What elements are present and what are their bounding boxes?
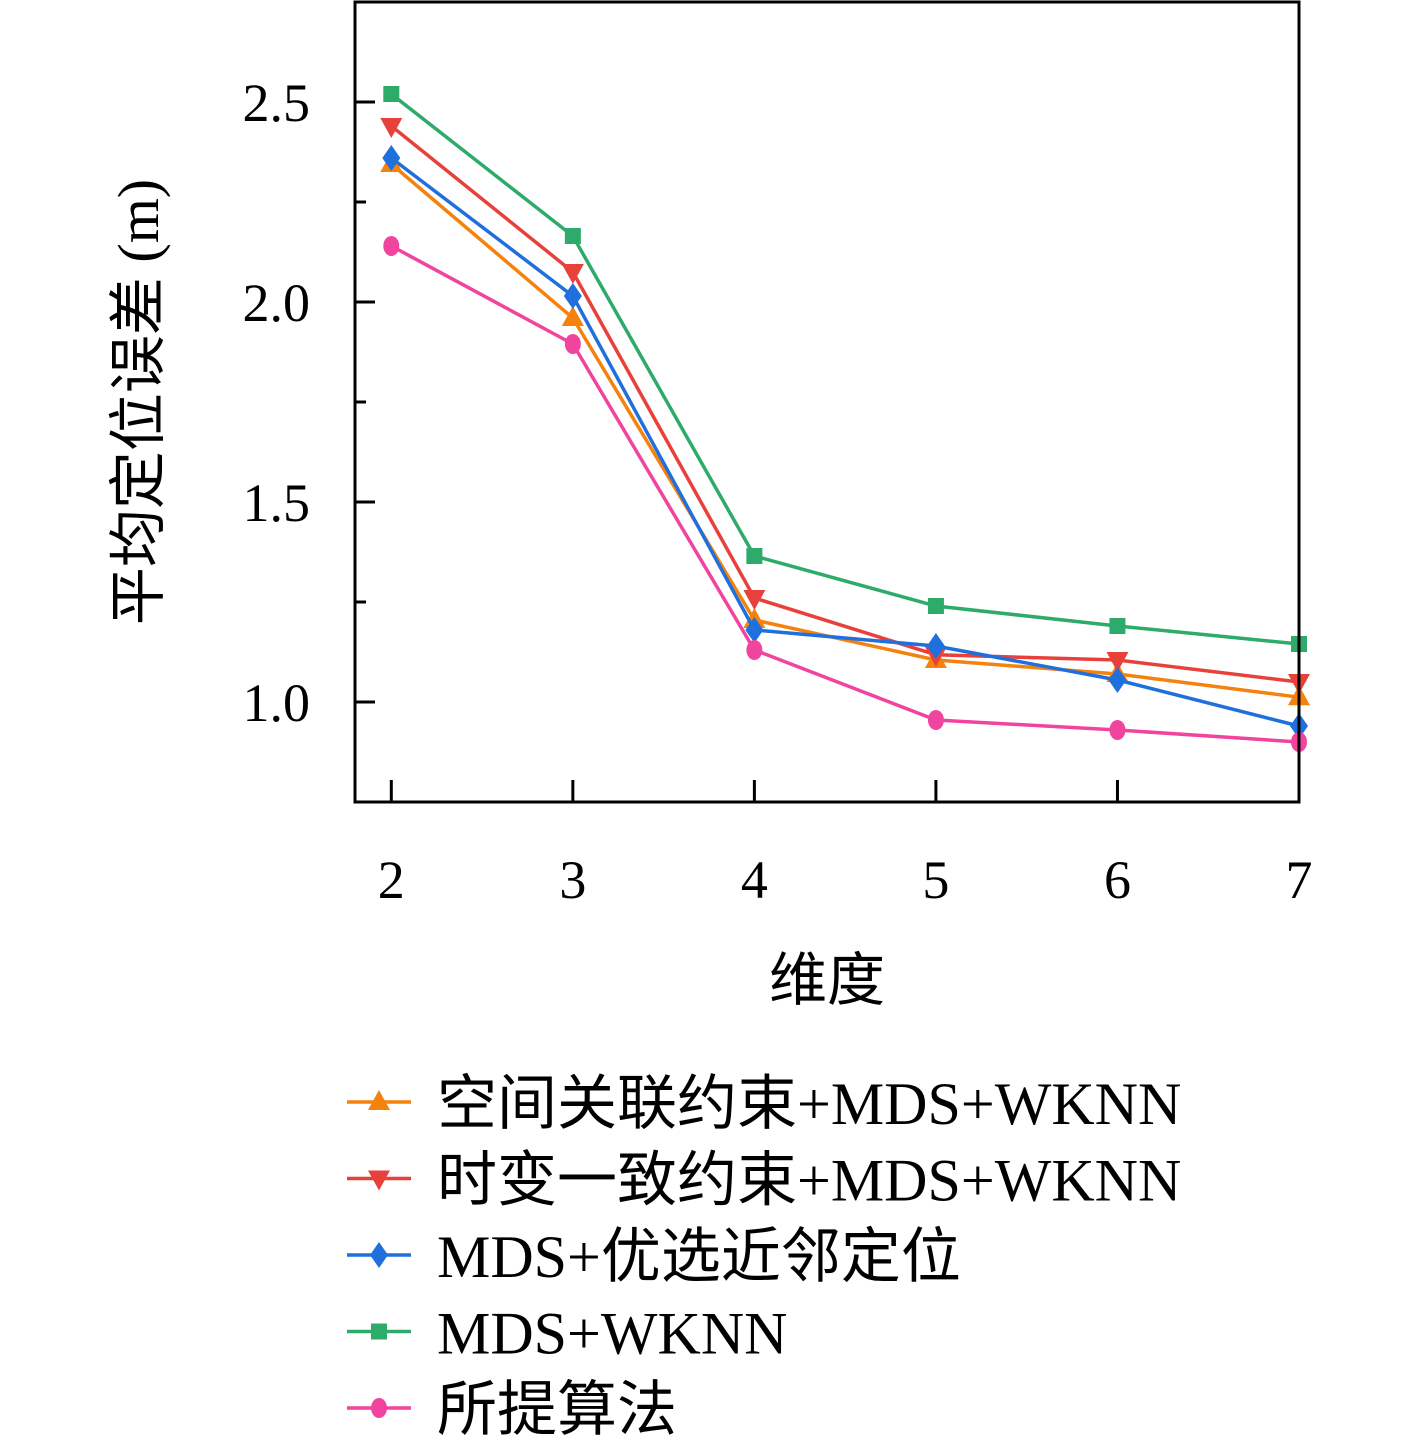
legend-item: 时变一致约束+MDS+WKNN [347, 1148, 1181, 1214]
diamond-marker [745, 617, 764, 643]
series-2 [382, 145, 1308, 739]
y-tick-label: 1.0 [243, 673, 311, 733]
axis-ticks: 2 3 4 5 6 7 1.0 1.5 2.0 2.5 [243, 73, 1313, 910]
square-marker [371, 1323, 387, 1340]
circle-marker [1109, 720, 1126, 740]
x-tick-label: 7 [1286, 850, 1313, 910]
series-0 [380, 152, 1310, 706]
series-4 [383, 236, 1307, 752]
diamond-marker [1108, 667, 1127, 693]
x-axis-label: 维度 [769, 948, 885, 1013]
legend-label: 空间关联约束+MDS+WKNN [437, 1071, 1181, 1137]
x-tick-label: 2 [378, 850, 405, 910]
legend-item: MDS+优选近邻定位 [347, 1224, 961, 1290]
x-tick-label: 6 [1104, 850, 1131, 910]
square-marker [383, 86, 400, 102]
diamond-marker [926, 633, 945, 659]
legend-item: 空间关联约束+MDS+WKNN [347, 1071, 1181, 1137]
legend-item: 所提算法 [347, 1377, 677, 1442]
square-marker [564, 228, 581, 244]
circle-marker [746, 640, 763, 660]
square-marker [746, 548, 763, 564]
legend-label: 所提算法 [437, 1377, 677, 1442]
triangle-up-marker [561, 306, 584, 326]
x-tick-label: 5 [922, 850, 949, 910]
diamond-marker [370, 1242, 388, 1268]
x-tick-label: 4 [741, 850, 768, 910]
circle-marker [383, 236, 400, 256]
legend-item: MDS+WKNN [347, 1301, 788, 1367]
square-marker [1109, 618, 1126, 634]
x-tick-label: 3 [559, 850, 586, 910]
series-1 [380, 118, 1310, 694]
diamond-marker [563, 283, 582, 309]
series-lines [380, 86, 1310, 752]
y-tick-label: 2.5 [243, 73, 311, 133]
series-line [390, 156, 1300, 728]
triangle-down-marker [561, 264, 584, 284]
series-3 [383, 86, 1307, 652]
series-line [390, 162, 1300, 699]
plot-frame [353, 0, 1301, 804]
triangle-down-marker [743, 590, 766, 610]
triangle-down-marker [1106, 652, 1129, 672]
y-axis-label: 平均定位误差 (m) [106, 179, 171, 625]
legend-label: MDS+优选近邻定位 [437, 1224, 961, 1290]
series-line [390, 244, 1300, 744]
square-marker [927, 598, 944, 614]
triangle-up-marker [368, 1090, 390, 1110]
triangle-down-marker [380, 118, 403, 138]
series-line [390, 92, 1300, 646]
y-tick-label: 1.5 [243, 473, 311, 533]
series-line [390, 124, 1300, 684]
circle-marker [371, 1398, 387, 1418]
legend: 空间关联约束+MDS+WKNN 时变一致约束+MDS+WKNN MDS+优选近邻定位… [347, 1071, 1181, 1442]
legend-label: MDS+WKNN [437, 1301, 788, 1367]
triangle-down-marker [368, 1170, 390, 1191]
circle-marker [564, 334, 581, 354]
circle-marker [927, 710, 944, 730]
legend-label: 时变一致约束+MDS+WKNN [437, 1148, 1181, 1214]
diamond-marker [382, 145, 401, 171]
y-tick-label: 2.0 [243, 273, 311, 333]
